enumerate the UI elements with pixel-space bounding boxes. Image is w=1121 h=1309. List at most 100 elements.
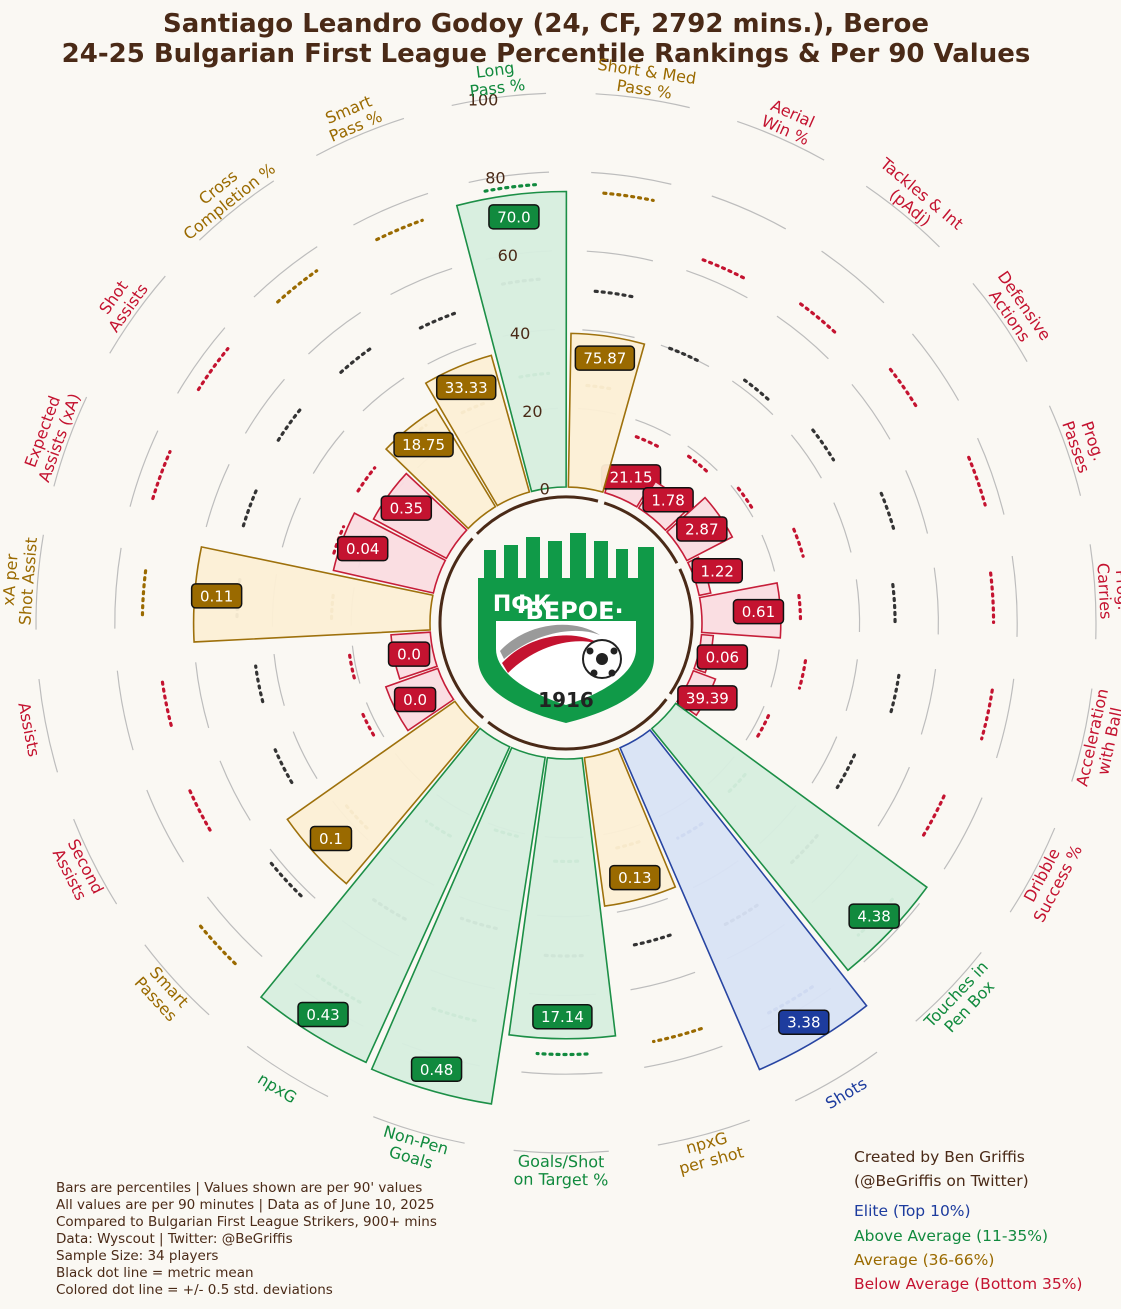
sd-high-dot-line xyxy=(980,688,994,741)
sd-high-dot-line xyxy=(276,269,319,304)
value-label: 21.15 xyxy=(610,468,653,486)
metric-label: Prog.Passes xyxy=(1058,413,1110,476)
mean-dot-line xyxy=(418,311,457,330)
mean-dot-line xyxy=(631,933,672,947)
value-badge xyxy=(732,598,785,625)
mean-dot-line xyxy=(276,406,303,442)
mean-dot-line xyxy=(888,673,901,716)
group-arc xyxy=(475,495,599,535)
value-badge xyxy=(309,825,353,852)
mean-dot-line xyxy=(891,582,897,625)
sd-high-dot-line xyxy=(535,1051,589,1057)
value-label: 70.0 xyxy=(497,208,530,226)
value-badge xyxy=(696,644,749,670)
sd-low-dot-line xyxy=(687,454,709,474)
grid-arc xyxy=(308,311,362,355)
grid-arc xyxy=(219,760,251,821)
metric-label: Goals/Shot on Target % xyxy=(513,1152,608,1190)
sd-high-dot-line xyxy=(375,218,424,242)
crest-grey-swoosh xyxy=(500,624,600,659)
grid-arc xyxy=(833,502,852,553)
crest-red-swoosh xyxy=(502,635,602,673)
grid-arc xyxy=(644,1045,723,1068)
grid-arc xyxy=(129,430,159,507)
grid-arc xyxy=(770,649,780,688)
grid-arc xyxy=(711,195,787,230)
percentile-bar xyxy=(567,332,646,494)
footer-note-3: Compared to Bulgarian First League Strik… xyxy=(56,1214,437,1230)
grid-arc xyxy=(1089,544,1097,640)
grid-arc xyxy=(521,1071,603,1075)
legend-average: Average (36-66%) xyxy=(854,1251,994,1269)
metric-label: Shots xyxy=(822,1074,870,1113)
grid-arc xyxy=(595,93,690,109)
mean-dot-line xyxy=(273,748,294,785)
grid-arc xyxy=(253,246,318,298)
value-badge xyxy=(778,1009,830,1035)
value-badge xyxy=(691,558,743,584)
grid-arc xyxy=(616,897,668,913)
grid-arc xyxy=(745,705,765,741)
radial-tick-label: 60 xyxy=(498,246,518,265)
sd-low-dot-line xyxy=(792,527,805,558)
grid-arc xyxy=(737,120,825,161)
sd-high-dot-line xyxy=(186,785,212,832)
group-arc xyxy=(668,568,694,695)
value-badge xyxy=(642,487,694,513)
grid-arc xyxy=(865,185,940,248)
club-crest-logo: ПФК ·БЕРОЕ· 1916 xyxy=(478,533,654,723)
radial-tick-label: 100 xyxy=(468,91,499,110)
sd-high-dot-line xyxy=(151,450,172,501)
footer-note-5: Sample Size: 34 players xyxy=(56,1248,218,1264)
group-arc xyxy=(487,698,668,751)
value-label: 18.75 xyxy=(402,436,445,454)
grid-arc xyxy=(811,736,838,784)
mean-dot-line xyxy=(743,378,774,404)
sd-low-dot-line xyxy=(360,710,376,737)
value-badge xyxy=(387,641,431,667)
grid-arc xyxy=(312,430,345,474)
metric-label: SecondAssists xyxy=(48,836,108,905)
grid-arc xyxy=(972,283,1028,362)
grid-arc xyxy=(451,92,547,107)
grid-arc xyxy=(855,579,861,633)
percentile-bar xyxy=(259,727,511,1064)
crest-text-beroe: ·БЕРОЕ· xyxy=(516,597,623,625)
grid-arc xyxy=(177,327,226,394)
value-badge xyxy=(190,583,243,609)
crest-year: 1916 xyxy=(538,688,594,712)
value-label: 33.33 xyxy=(445,379,488,397)
crest-text-pfk: ПФК xyxy=(493,592,551,617)
value-label: 0.13 xyxy=(618,869,651,887)
grid-arc xyxy=(1071,688,1093,782)
grid-arc xyxy=(146,789,184,863)
grid-arc xyxy=(821,250,885,304)
metric-label: DefensiveActions xyxy=(979,267,1055,354)
credit-and-legend: Created by Ben Griffis (@BeGriffis on Tw… xyxy=(854,1148,1082,1293)
sd-high-dot-line xyxy=(160,677,173,727)
mean-dot-line xyxy=(593,289,635,299)
grid-arc xyxy=(995,678,1015,759)
metric-label: DribbleSuccess % xyxy=(1014,833,1086,925)
grid-arc xyxy=(292,731,318,779)
value-label: 0.43 xyxy=(306,1006,339,1024)
grid-arc xyxy=(365,702,385,738)
value-badge xyxy=(488,204,540,230)
footer-note-6: Black dot line = metric mean xyxy=(56,1265,254,1281)
grid-arc xyxy=(362,377,405,412)
value-badge xyxy=(393,686,437,713)
grid-arc xyxy=(195,662,210,729)
grid-arc xyxy=(582,329,635,339)
metric-label: SmartPasses xyxy=(131,961,194,1026)
sd-low-dot-line xyxy=(356,466,377,493)
grid-arc xyxy=(244,378,285,434)
sd-low-dot-line xyxy=(754,714,771,741)
value-label: 0.11 xyxy=(200,587,233,605)
grid-arc xyxy=(373,1116,465,1144)
grid-arc xyxy=(109,275,166,354)
value-label: 17.14 xyxy=(541,1008,584,1026)
grid-arc xyxy=(905,470,929,534)
grid-arc xyxy=(199,180,275,241)
credit-line-1: Created by Ben Griffis xyxy=(854,1148,1025,1166)
grid-arc xyxy=(977,437,1005,515)
